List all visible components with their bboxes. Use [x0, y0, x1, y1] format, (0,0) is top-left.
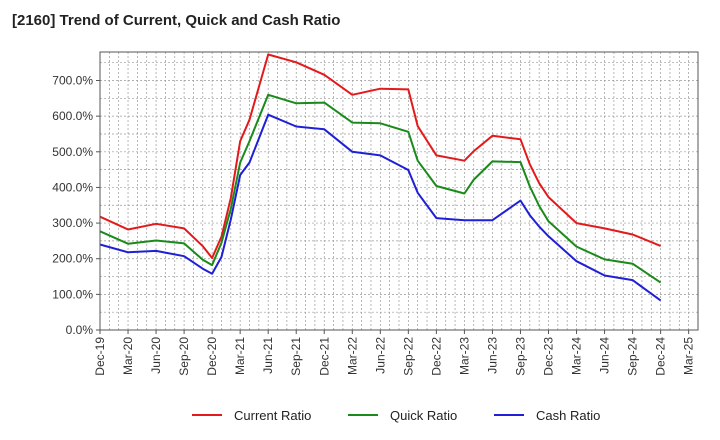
x-tick-label: Mar-24: [570, 337, 584, 375]
x-tick-label: Dec-24: [654, 337, 668, 376]
x-tick-label: Mar-25: [682, 337, 696, 375]
legend-label-quick-ratio: Quick Ratio: [390, 408, 457, 423]
x-tick-label: Sep-22: [401, 337, 415, 376]
x-axis: Dec-19 Mar-20 Jun-20 Sep-20 Dec-20 Mar-21 Jun-…: [93, 330, 696, 376]
x-tick-label: Jun-20: [149, 337, 163, 374]
plot-background: [100, 52, 698, 330]
x-tick-label: Jun-24: [598, 337, 612, 374]
x-tick-label: Mar-22: [345, 337, 359, 375]
x-tick-label: Dec-23: [542, 337, 556, 376]
plot-frame: [99, 51, 699, 331]
x-tick-label: Jun-22: [373, 337, 387, 374]
x-tick-label: Sep-21: [289, 337, 303, 376]
legend: Current Ratio Quick Ratio Cash Ratio: [192, 408, 600, 423]
legend-label-current-ratio: Current Ratio: [234, 408, 311, 423]
x-tick-label: Mar-23: [457, 337, 471, 375]
x-tick-label: Jun-21: [261, 337, 275, 374]
x-tick-label: Sep-24: [626, 337, 640, 376]
y-tick-label: 700.0%: [52, 74, 93, 88]
x-tick-label: Dec-19: [93, 337, 107, 376]
y-tick-label: 100.0%: [52, 287, 93, 301]
x-tick-label: Mar-20: [121, 337, 135, 375]
x-tick-label: Dec-21: [317, 337, 331, 376]
x-tick-label: Mar-21: [233, 337, 247, 375]
x-tick-label: Sep-23: [513, 337, 527, 376]
x-tick-label: Dec-22: [429, 337, 443, 376]
legend-label-cash-ratio: Cash Ratio: [536, 408, 600, 423]
y-tick-label: 600.0%: [52, 109, 93, 123]
y-tick-label: 200.0%: [52, 252, 93, 266]
y-tick-label: 400.0%: [52, 180, 93, 194]
x-tick-label: Jun-23: [485, 337, 499, 374]
x-tick-label: Sep-20: [177, 337, 191, 376]
y-axis: 0.0% 100.0% 200.0% 300.0% 400.0% 500.0% 600.0%…: [52, 74, 100, 337]
series-lines: [99, 53, 662, 302]
chart-title: [2160] Trend of Current, Quick and Cash …: [12, 12, 341, 29]
x-tick-label: Dec-20: [205, 337, 219, 376]
y-tick-label: 0.0%: [66, 323, 94, 337]
y-tick-label: 500.0%: [52, 145, 93, 159]
y-tick-label: 300.0%: [52, 216, 93, 230]
